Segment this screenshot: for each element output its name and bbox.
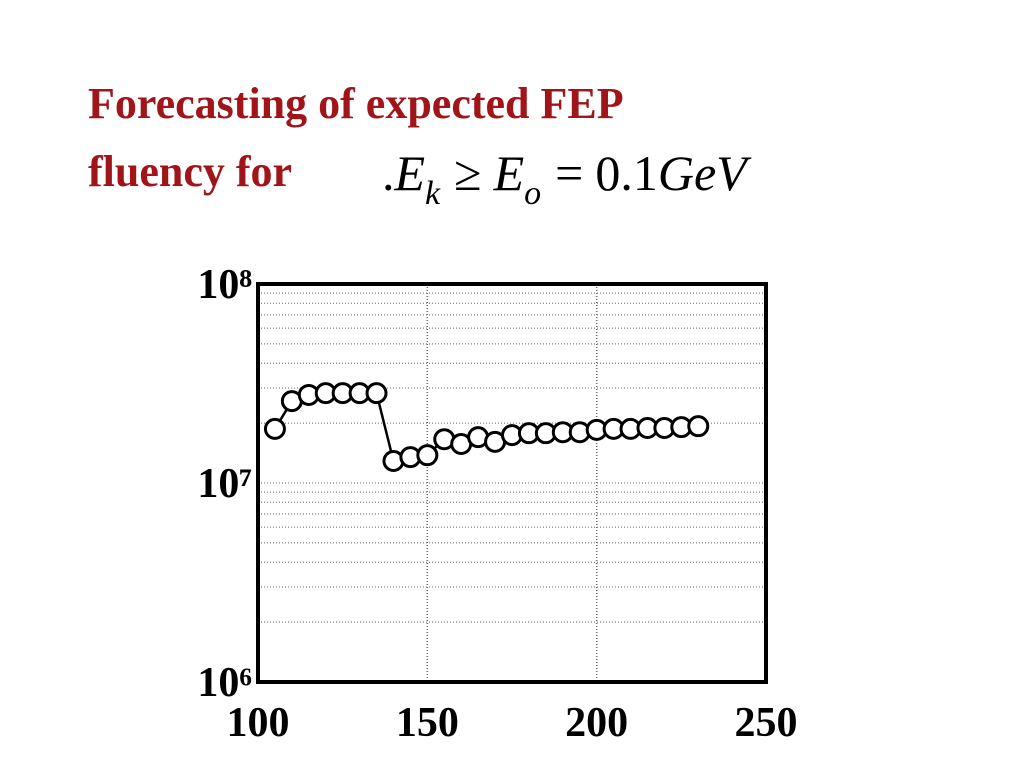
axes-frame bbox=[256, 282, 768, 684]
marker bbox=[263, 417, 286, 440]
marker bbox=[365, 382, 388, 405]
formula-part: k bbox=[425, 175, 441, 212]
x-tick-label: 100 bbox=[227, 700, 290, 746]
formula-part: . bbox=[382, 145, 395, 201]
title-line: fluency for bbox=[88, 147, 292, 196]
formula-part: E bbox=[493, 145, 525, 201]
formula-part: 0.1 bbox=[595, 145, 658, 201]
x-tick-label: 200 bbox=[565, 700, 628, 746]
title-line: Forecasting of expected FEP bbox=[88, 79, 624, 128]
y-tick-label: 10⁶ bbox=[197, 660, 252, 706]
marker bbox=[416, 444, 439, 467]
formula-part: = bbox=[555, 145, 583, 201]
formula-part: E bbox=[394, 145, 426, 201]
formula-part: GeV bbox=[658, 145, 752, 201]
y-tick-label: 10⁷ bbox=[197, 461, 252, 507]
y-tick-label: 10⁸ bbox=[197, 262, 252, 308]
formula-part: ≥ bbox=[454, 145, 481, 201]
formula: .Ek ≥ Eo = 0.1GeV bbox=[382, 145, 752, 212]
x-tick-label: 150 bbox=[396, 700, 459, 746]
formula-part: o bbox=[524, 175, 541, 212]
x-tick-label: 250 bbox=[735, 700, 798, 746]
marker bbox=[687, 415, 710, 438]
